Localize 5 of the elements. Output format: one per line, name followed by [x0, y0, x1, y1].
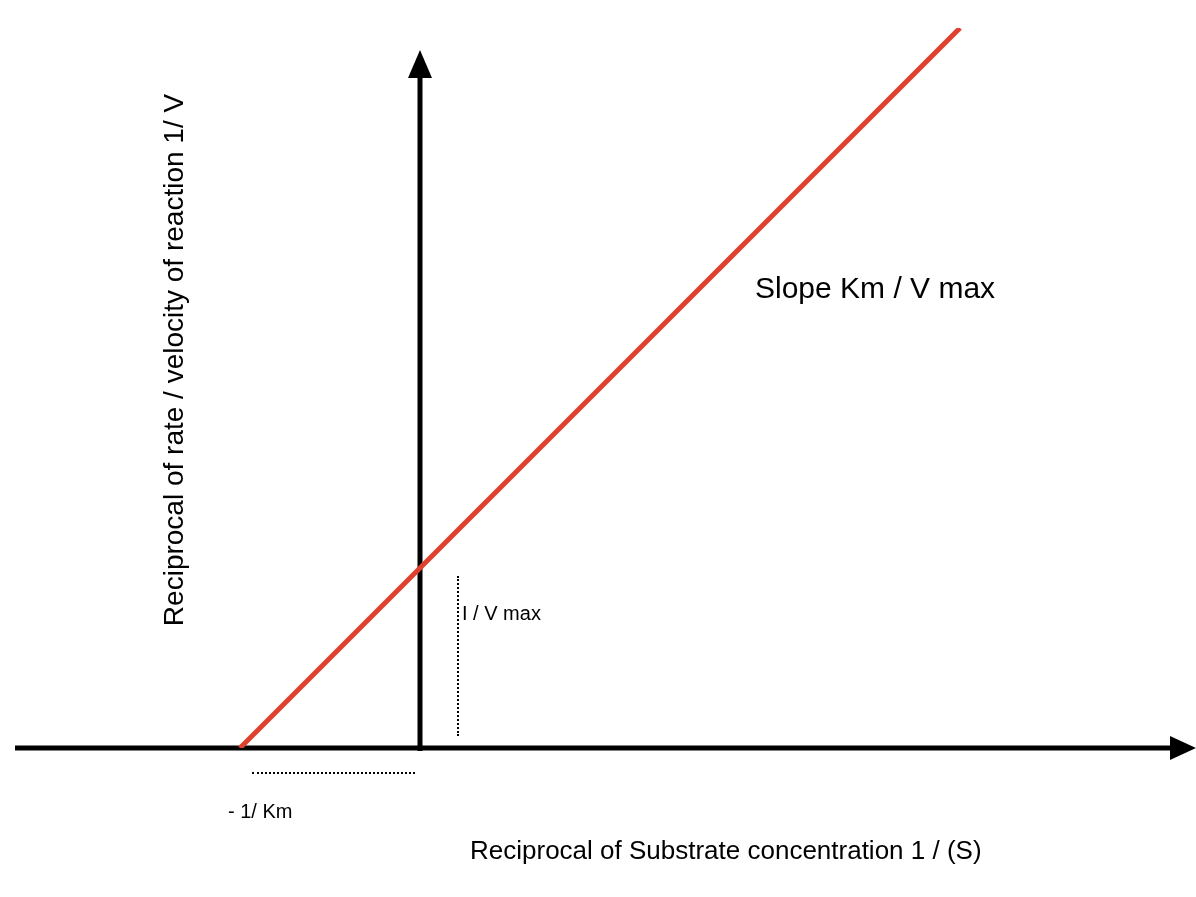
- annotation: I / V max: [462, 601, 541, 624]
- text: - 1/ Km: [228, 799, 293, 822]
- x-axis-title: Reciprocal of Substrate concentration 1 / (S): [470, 835, 982, 866]
- annotation: Slope Km / V max: [755, 271, 996, 305]
- y-axis-title: Reciprocal of rate / velocity of reaction 1/ V: [157, 93, 189, 627]
